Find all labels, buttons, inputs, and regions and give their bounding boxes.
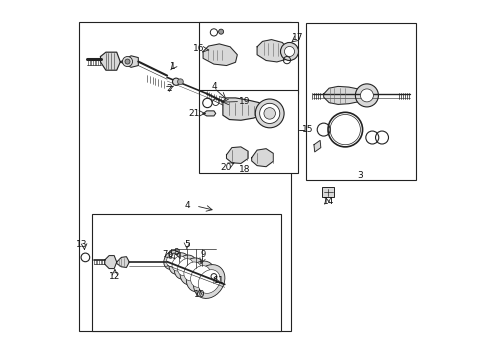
Bar (321, 187, 334, 197)
Circle shape (284, 46, 294, 57)
Circle shape (125, 59, 130, 64)
Circle shape (255, 99, 284, 128)
Ellipse shape (180, 258, 205, 285)
Circle shape (259, 103, 279, 123)
Text: 20: 20 (221, 163, 232, 172)
Circle shape (172, 78, 179, 85)
Text: 1: 1 (169, 62, 175, 71)
Bar (91, 214, 280, 331)
Text: 5: 5 (183, 240, 189, 249)
Text: 3: 3 (356, 171, 362, 180)
Text: 10: 10 (193, 289, 205, 299)
Polygon shape (223, 98, 264, 120)
Text: 15: 15 (302, 125, 313, 134)
Text: 13: 13 (76, 240, 87, 249)
Polygon shape (203, 44, 237, 66)
Polygon shape (101, 52, 120, 70)
Ellipse shape (163, 251, 181, 269)
Ellipse shape (172, 256, 185, 271)
Circle shape (218, 29, 223, 34)
Bar (199, 22, 298, 94)
Text: 16: 16 (193, 44, 204, 53)
Text: 14: 14 (323, 197, 334, 206)
Text: 4: 4 (211, 82, 216, 91)
Ellipse shape (169, 253, 188, 274)
Ellipse shape (186, 261, 214, 292)
Text: 12: 12 (108, 271, 120, 281)
Text: 11: 11 (212, 276, 223, 285)
Polygon shape (313, 140, 320, 152)
Polygon shape (251, 149, 273, 167)
Circle shape (280, 42, 298, 60)
Bar (199, 90, 298, 173)
Polygon shape (117, 257, 129, 267)
Ellipse shape (174, 255, 196, 279)
Ellipse shape (166, 253, 178, 266)
Polygon shape (203, 111, 215, 116)
Polygon shape (104, 256, 117, 269)
Text: 8: 8 (173, 248, 179, 257)
Text: 18: 18 (238, 166, 250, 175)
Polygon shape (226, 147, 247, 163)
Ellipse shape (177, 258, 193, 276)
Polygon shape (120, 56, 138, 67)
Text: 21: 21 (188, 109, 200, 118)
Polygon shape (257, 40, 289, 62)
Ellipse shape (190, 266, 210, 287)
Circle shape (360, 89, 373, 102)
Ellipse shape (198, 270, 220, 293)
Text: 2: 2 (166, 85, 171, 94)
Polygon shape (323, 86, 363, 104)
Bar (79, 22, 291, 331)
Text: 19: 19 (238, 97, 250, 106)
Text: 6: 6 (166, 250, 172, 259)
Ellipse shape (183, 262, 201, 281)
Circle shape (177, 79, 183, 85)
Bar (305, 23, 415, 180)
Circle shape (122, 57, 132, 67)
Text: 9: 9 (200, 250, 205, 259)
Ellipse shape (193, 265, 224, 298)
Text: 4: 4 (183, 201, 189, 210)
Text: 7: 7 (162, 250, 167, 259)
Circle shape (264, 108, 275, 119)
Circle shape (355, 84, 378, 107)
Text: 17: 17 (291, 33, 303, 42)
